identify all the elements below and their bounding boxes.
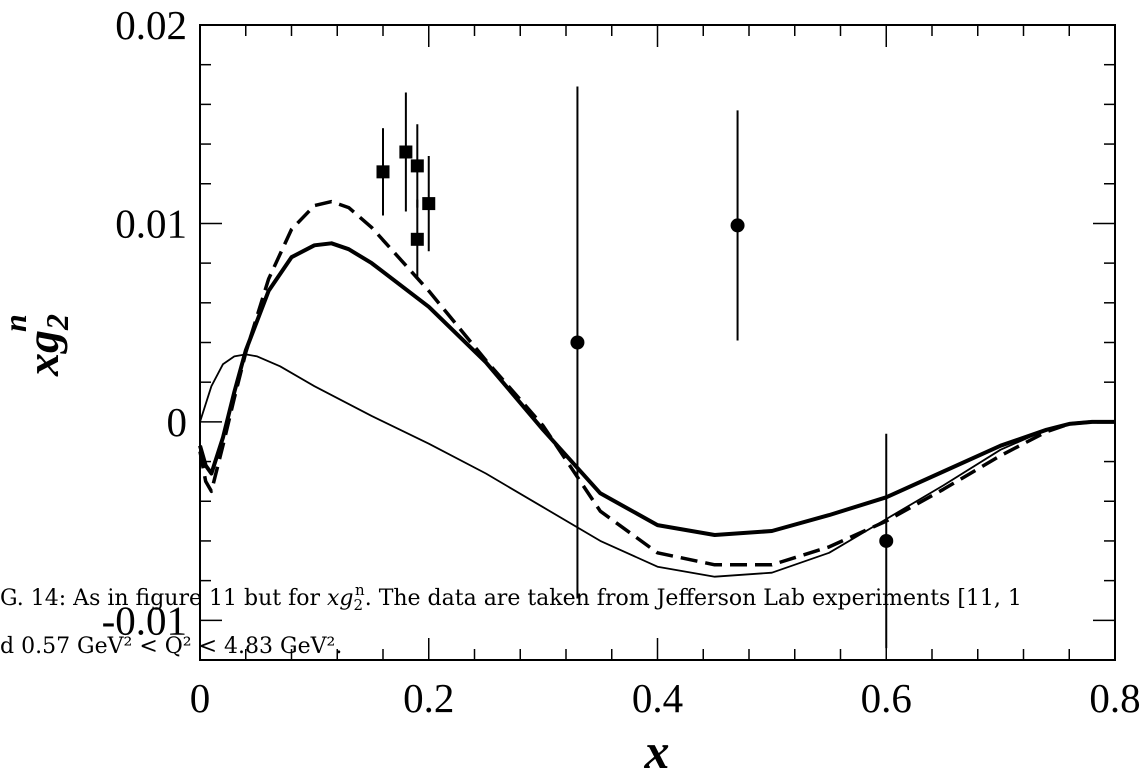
y-tick-label: 0.02 bbox=[115, 2, 187, 48]
y-axis-label-sub: 2 bbox=[39, 314, 75, 331]
data-point-square bbox=[410, 232, 424, 246]
x-axis-label: x bbox=[644, 723, 670, 777]
svg-text:xg2n: xg2n bbox=[0, 314, 75, 377]
x-tick-label: 0.6 bbox=[861, 675, 912, 721]
tick-marks bbox=[200, 25, 1115, 660]
x-tick-label: 0.8 bbox=[1089, 675, 1140, 721]
caption-line-1: G. 14: As in figure 11 but for xg2n. The… bbox=[0, 581, 1022, 614]
data-point-circle bbox=[730, 218, 745, 233]
caption-line-2: d 0.57 GeV² < Q² < 4.83 GeV². bbox=[0, 634, 342, 659]
data-points bbox=[376, 86, 894, 649]
plot-frame bbox=[199, 24, 1116, 661]
y-tick-label: 0 bbox=[167, 399, 188, 445]
x-tick-label: 0 bbox=[190, 675, 211, 721]
data-point-square bbox=[422, 197, 436, 211]
y-axis-label: xg2n bbox=[0, 314, 75, 377]
data-point-circle bbox=[879, 533, 894, 548]
data-point-square bbox=[410, 159, 424, 173]
y-axis-label-base: xg bbox=[17, 330, 68, 377]
data-point-square bbox=[376, 165, 390, 179]
x-tick-label: 0.4 bbox=[632, 675, 683, 721]
data-point-square bbox=[399, 145, 413, 159]
series-line-3-thin-solid bbox=[199, 353, 1115, 578]
x-tick-label: 0.2 bbox=[403, 675, 454, 721]
data-point-circle bbox=[570, 335, 585, 350]
y-tick-label: -0.01 bbox=[102, 597, 187, 643]
y-axis-label-sup: n bbox=[0, 314, 33, 332]
y-tick-label: 0.01 bbox=[115, 200, 187, 246]
series-line-2-dashed bbox=[198, 199, 1115, 567]
figure-caption: G. 14: As in figure 11 but for xg2n. The… bbox=[0, 581, 1022, 659]
series-line-1-thick-solid bbox=[198, 241, 1115, 537]
series bbox=[198, 199, 1115, 578]
plot-area bbox=[199, 24, 1116, 661]
